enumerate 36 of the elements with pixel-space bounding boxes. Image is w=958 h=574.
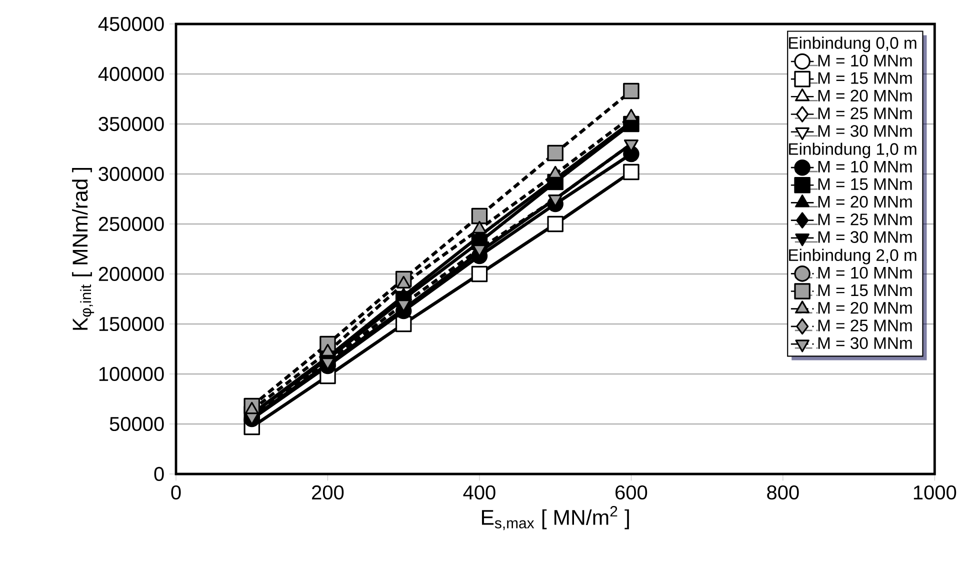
legend-label: M = 20 MNm — [818, 90, 912, 102]
legend-label: M = 30 MNm — [818, 337, 912, 350]
legend-label: M = 25 MNm — [818, 320, 912, 332]
legend-label: M = 30 MNm — [818, 125, 912, 137]
legend-label: M = 15 MNm — [818, 178, 912, 190]
x-axis-title: E$_{s,max}$ [ MN/m$^{2}$ ] — [482, 506, 629, 530]
y-tick-label: 350000 — [98, 116, 164, 132]
y-axis-title: K$_{φ,init}$ [ MNm/rad ] — [72, 168, 94, 330]
y-tick-label: 400000 — [98, 66, 164, 82]
legend-label: M = 15 MNm — [818, 72, 912, 84]
annotation: Einbindung 2,0 m — [789, 248, 916, 264]
y-tick-label: 50000 — [110, 416, 164, 432]
y-tick-label: 100000 — [99, 366, 164, 382]
legend-label: M = 20 MNm — [818, 302, 912, 314]
annotation: Einbindung 0,0 m — [789, 36, 916, 52]
y-tick-label: 250000 — [98, 216, 164, 232]
legend-label: M = 10 MNm — [818, 160, 912, 173]
legend-label: M = 25 MNm — [818, 107, 912, 120]
legend-label: M = 10 MNm — [818, 54, 912, 66]
y-tick-label: 300000 — [98, 166, 164, 182]
legend-label: M = 10 MNm — [818, 266, 912, 279]
x-tick-label: 1000 — [914, 485, 956, 500]
annotation: Einbindung 1,0 m — [789, 142, 916, 158]
legend-label: M = 20 MNm — [818, 196, 912, 208]
legend-label: M = 30 MNm — [818, 231, 912, 243]
x-tick-label: 600 — [616, 485, 648, 500]
y-tick-label: 200000 — [98, 266, 164, 282]
x-tick-label: 800 — [767, 485, 799, 500]
x-tick-label: 400 — [463, 485, 496, 500]
legend-label: M = 25 MNm — [818, 214, 912, 226]
y-tick-label: 150000 — [99, 316, 164, 332]
legend-label: M = 15 MNm — [818, 284, 912, 296]
x-tick-label: 200 — [312, 485, 344, 500]
x-tick-label: 0 — [171, 485, 181, 500]
y-tick-label: 450000 — [98, 16, 164, 32]
y-tick-label: 0 — [154, 466, 164, 482]
